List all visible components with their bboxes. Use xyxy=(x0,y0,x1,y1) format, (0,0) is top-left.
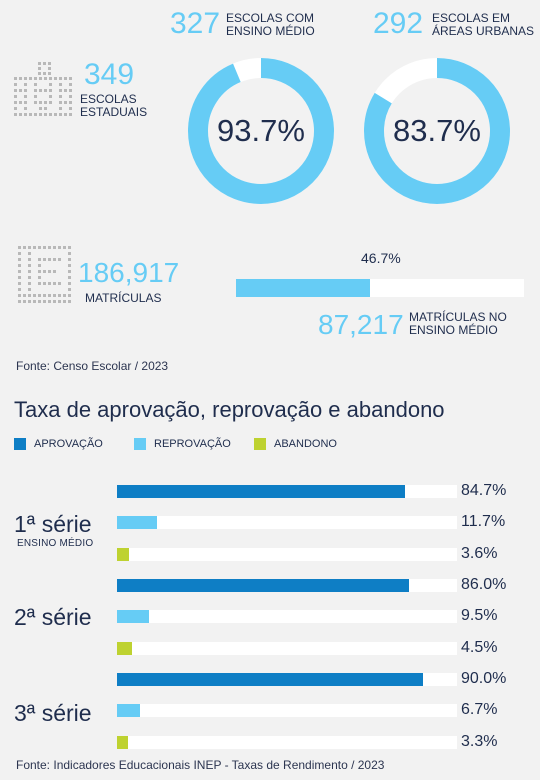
bar-2-abandono xyxy=(117,641,133,655)
bar-value-3-abandono: 3.3% xyxy=(461,732,498,750)
hs-enroll-percent-label: 46.7% xyxy=(361,250,401,266)
bar-track-3-abandono xyxy=(117,735,457,749)
legend-label-reprovacao: REPROVAÇÃO xyxy=(154,438,231,450)
bar-value-3-aprovacao: 90.0% xyxy=(461,670,507,687)
hs-enroll-bar-track xyxy=(236,279,524,297)
category-label-2: 2ª série xyxy=(14,604,92,630)
bar-value-1-aprovacao: 84.7% xyxy=(461,482,507,499)
hs-donut-arc xyxy=(188,58,334,204)
legend-label-abandono: ABANDONO xyxy=(274,438,337,450)
bar-1-reprovacao xyxy=(117,516,157,530)
bar-track-2-abandono xyxy=(117,641,457,655)
hs-schools-number: 327 xyxy=(170,7,221,40)
bar-track-3-aprovacao xyxy=(117,673,457,686)
urban-donut-label: 83.7% xyxy=(393,113,481,148)
bar-track-3-reprovacao xyxy=(117,704,457,718)
bar-value-2-abandono: 4.5% xyxy=(461,638,498,656)
bar-track-1-aprovacao xyxy=(117,485,457,498)
hs-donut-label: 93.7% xyxy=(217,113,305,148)
legend-item-aprovacao: APROVAÇÃO xyxy=(14,438,103,450)
bar-2-aprovacao xyxy=(117,579,410,592)
schools-caption-line1: ESCOLAS xyxy=(80,92,137,106)
hs-enroll-caption-line2: ENSINO MÉDIO xyxy=(409,323,498,337)
legend-item-reprovacao: REPROVAÇÃO xyxy=(134,438,231,450)
urban-donut-graphic xyxy=(364,58,510,204)
bar-track-2-reprovacao xyxy=(117,610,457,624)
enrollment-caption: MATRÍCULAS xyxy=(85,291,162,305)
hs-enroll-caption-line1: MATRÍCULAS NO xyxy=(409,310,507,324)
bar-3-abandono xyxy=(117,735,129,749)
legend-item-abandono: ABANDONO xyxy=(254,438,337,450)
urban-schools-number: 292 xyxy=(373,7,424,40)
category-sublabel-1: ENSINO MÉDIO xyxy=(17,538,94,549)
legend-swatch-aprovacao xyxy=(14,438,26,450)
bar-track-2-aprovacao xyxy=(117,579,457,592)
urban-schools-caption-line2: ÁREAS URBANAS xyxy=(432,24,535,38)
hs-donut: 93.7% xyxy=(187,57,335,205)
hs-schools-caption-line1: ESCOLAS COM xyxy=(226,11,315,25)
bar-3-reprovacao xyxy=(117,704,140,718)
bar-value-2-reprovacao: 9.5% xyxy=(461,607,498,625)
urban-schools-caption: ESCOLAS EM ÁREAS URBANAS xyxy=(432,12,534,38)
school-building-icon xyxy=(14,62,72,116)
legend-label-aprovacao: APROVAÇÃO xyxy=(34,438,103,450)
enrollment-book-icon xyxy=(18,246,71,303)
bar-track-1-abandono xyxy=(117,547,457,561)
hs-schools-caption: ESCOLAS COM ENSINO MÉDIO xyxy=(226,12,315,38)
urban-donut: 83.7% xyxy=(363,57,511,205)
hs-enroll-caption: MATRÍCULAS NO ENSINO MÉDIO xyxy=(409,311,507,337)
schools-caption: ESCOLAS ESTADUAIS xyxy=(80,93,147,119)
bar-track-1-reprovacao xyxy=(117,516,457,530)
hs-enroll-bar-fill xyxy=(236,279,371,297)
legend-swatch-reprovacao xyxy=(134,438,146,450)
category-label-3: 3ª série xyxy=(14,700,92,726)
urban-schools-caption-line1: ESCOLAS EM xyxy=(432,11,511,25)
hs-enroll-number: 87,217 xyxy=(318,309,404,340)
enrollment-number: 186,917 xyxy=(78,257,180,288)
census-source: Fonte: Censo Escolar / 2023 xyxy=(16,359,169,373)
bar-value-2-aprovacao: 86.0% xyxy=(461,576,507,593)
legend-swatch-abandono xyxy=(254,438,266,450)
category-label-1: 1ª série xyxy=(14,511,92,537)
bar-3-aprovacao xyxy=(117,673,423,686)
bar-value-3-reprovacao: 6.7% xyxy=(461,701,498,719)
bar-value-1-reprovacao: 11.7% xyxy=(461,513,506,531)
chart-title: Taxa de aprovação, reprovação e abandono xyxy=(14,397,445,422)
schools-number: 349 xyxy=(84,58,135,91)
bar-1-abandono xyxy=(117,547,130,561)
hs-donut-graphic xyxy=(188,58,334,204)
hs-schools-caption-line2: ENSINO MÉDIO xyxy=(226,24,315,38)
bar-1-aprovacao xyxy=(117,485,405,498)
schools-caption-line2: ESTADUAIS xyxy=(80,105,148,119)
bar-2-reprovacao xyxy=(117,610,150,624)
urban-donut-arc xyxy=(364,58,510,204)
inep-source: Fonte: Indicadores Educacionais INEP - T… xyxy=(16,758,385,772)
bar-value-1-abandono: 3.6% xyxy=(461,544,498,562)
